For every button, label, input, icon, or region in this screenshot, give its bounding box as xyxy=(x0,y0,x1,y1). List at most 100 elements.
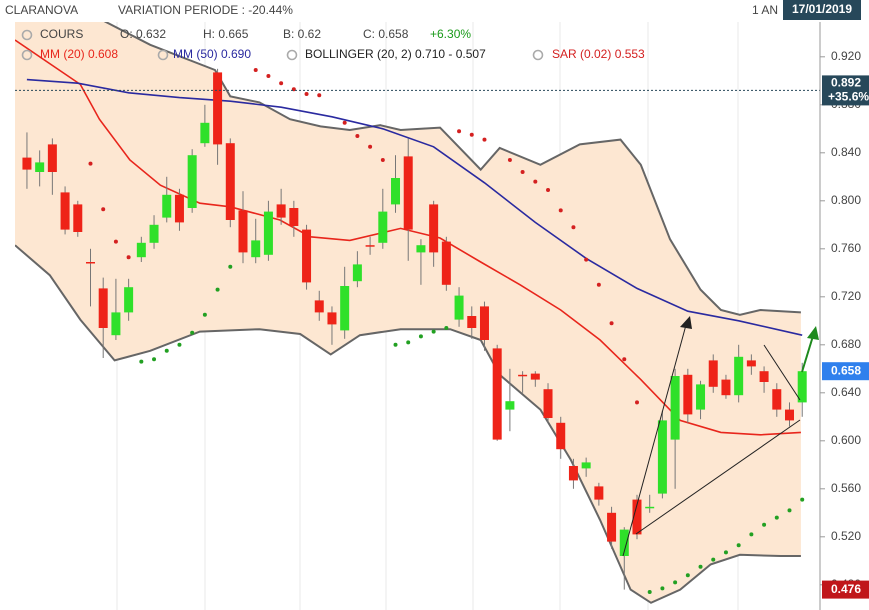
candle-body xyxy=(111,312,121,336)
sar-dot xyxy=(88,161,93,166)
sar-dot xyxy=(609,321,614,326)
candle-body xyxy=(581,462,591,469)
sar-dot xyxy=(762,522,767,527)
legend-sar: SAR (0.02) 0.553 xyxy=(552,47,645,61)
date: 17/01/2019 xyxy=(792,2,852,16)
sar-dot xyxy=(431,329,436,334)
candle-body xyxy=(238,210,248,253)
reference-value: 0.892 xyxy=(831,76,861,90)
sar-dot xyxy=(101,207,106,212)
candle-body xyxy=(441,241,451,285)
sar-dot xyxy=(685,573,690,578)
sar-dot xyxy=(355,134,360,138)
candle-body xyxy=(416,245,426,253)
date-box xyxy=(783,0,861,20)
sar-dot xyxy=(546,188,551,192)
y-axis: 0.9200.8800.8400.8000.7600.7200.6800.640… xyxy=(820,49,869,599)
sar-dot xyxy=(113,239,118,244)
sar-dot xyxy=(457,129,462,134)
candle-body xyxy=(543,389,553,418)
legend-high: H: 0.665 xyxy=(203,27,249,41)
sar-dot xyxy=(317,93,322,98)
sar-dot xyxy=(622,357,627,362)
candle-body xyxy=(403,156,413,230)
candle-body xyxy=(213,72,223,145)
band-fill xyxy=(15,22,801,603)
candle-body xyxy=(632,499,642,535)
candle-body xyxy=(289,208,299,226)
candle-body xyxy=(429,204,439,253)
candle-body xyxy=(467,316,477,328)
sar-dot xyxy=(253,68,258,72)
sar-dot xyxy=(723,550,728,555)
sar-dot xyxy=(634,400,639,405)
candle-body xyxy=(124,287,134,313)
sar-dot xyxy=(418,334,423,339)
legend-low: B: 0.62 xyxy=(283,27,321,41)
candle-body xyxy=(149,224,159,243)
candle-body xyxy=(784,409,794,421)
sar-dot xyxy=(774,515,779,520)
legend: COURS O: 0.632 H: 0.665 B: 0.62 C: 0.658… xyxy=(21,27,645,61)
sar-dot xyxy=(507,158,512,162)
chart-title: CLARANOVA xyxy=(5,3,78,17)
sar-dot xyxy=(202,312,207,317)
candle-body xyxy=(136,242,146,258)
sar-dot xyxy=(469,132,474,137)
sar-dot xyxy=(571,225,576,230)
y-tick-label: 0.680 xyxy=(831,337,861,351)
y-tick-label: 0.760 xyxy=(831,241,861,255)
y-tick-label: 0.920 xyxy=(831,49,861,63)
sar-dot xyxy=(647,590,652,594)
sar-dot xyxy=(215,287,220,292)
y-tick-label: 0.520 xyxy=(831,529,861,543)
sar-dot xyxy=(406,340,411,345)
candle-body xyxy=(73,204,83,232)
candle-body xyxy=(85,262,95,264)
y-tick-label: 0.560 xyxy=(831,481,861,495)
legend-open: O: 0.632 xyxy=(120,27,166,41)
candle-body xyxy=(619,529,629,556)
sar-dot xyxy=(380,158,385,162)
y-tick-label: 0.720 xyxy=(831,289,861,303)
candle-body xyxy=(327,312,337,325)
candle-body xyxy=(734,356,744,396)
candle-body xyxy=(162,194,172,218)
sar-dot xyxy=(164,348,169,353)
y-tick-label: 0.600 xyxy=(831,433,861,447)
sar-dot xyxy=(139,359,144,364)
candle-body xyxy=(174,194,184,223)
candle-body xyxy=(47,144,57,172)
sar-dot xyxy=(126,255,131,260)
candle-body xyxy=(568,466,578,481)
sar-dot xyxy=(533,179,538,184)
candle-body xyxy=(263,211,273,255)
sar-dot xyxy=(673,580,678,585)
sar-dot xyxy=(266,74,271,78)
band-upper xyxy=(103,22,801,316)
candle-body xyxy=(187,155,197,208)
sar-dot xyxy=(177,342,182,347)
candle-body xyxy=(302,229,312,283)
subtitle: VARIATION PERIODE : -20.44% xyxy=(118,3,293,17)
candle-body xyxy=(251,240,261,258)
sar-dot xyxy=(368,144,373,149)
legend-mm50: MM (50) 0.690 xyxy=(173,47,251,61)
lowest-price-label: 0.476 xyxy=(831,582,861,596)
candle-body xyxy=(657,420,667,494)
candle-body xyxy=(530,373,540,380)
candle-body xyxy=(60,192,70,230)
candle-body xyxy=(556,422,566,450)
last-price-tag xyxy=(822,362,869,381)
sar-dot xyxy=(304,92,309,96)
y-tick-label: 0.640 xyxy=(831,385,861,399)
sar-dot xyxy=(152,357,157,362)
sar-dot xyxy=(787,508,792,513)
candle-body xyxy=(391,178,401,205)
candle-body xyxy=(492,348,502,440)
annotations xyxy=(622,316,819,557)
reference-tag xyxy=(822,75,869,106)
candle-body xyxy=(314,300,324,313)
reference-change: +35.6% xyxy=(828,90,869,104)
y-tick-label: 0.840 xyxy=(831,145,861,159)
